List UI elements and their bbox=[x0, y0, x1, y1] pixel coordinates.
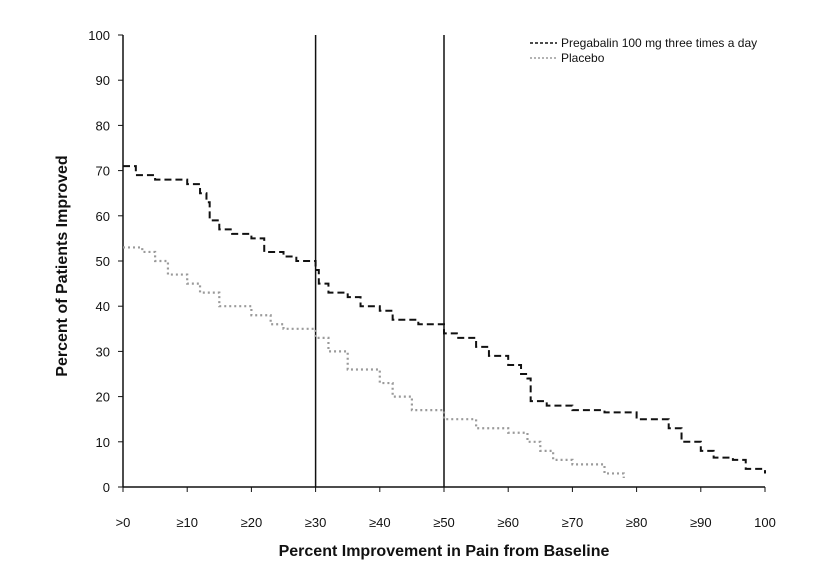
x-tick-label: 100 bbox=[754, 515, 776, 530]
y-tick-label: 90 bbox=[96, 73, 110, 88]
x-ticks: >0 ≥10 ≥20 ≥30 ≥40 ≥50 ≥60 ≥70 ≥80 ≥90 100 bbox=[116, 487, 776, 530]
y-tick-label: 80 bbox=[96, 118, 110, 133]
series-line-pregabalin bbox=[123, 165, 766, 474]
y-tick-label: 50 bbox=[96, 254, 110, 269]
series-line-placebo bbox=[123, 246, 625, 478]
x-tick-label: ≥10 bbox=[176, 515, 198, 530]
x-tick-label: ≥90 bbox=[690, 515, 712, 530]
y-tick-label: 60 bbox=[96, 209, 110, 224]
y-tick-label: 20 bbox=[96, 390, 110, 405]
x-tick-label: >0 bbox=[116, 515, 131, 530]
x-tick-label: ≥50 bbox=[433, 515, 455, 530]
x-tick-label: ≥70 bbox=[562, 515, 584, 530]
x-tick-label: ≥40 bbox=[369, 515, 391, 530]
x-axis-label: Percent Improvement in Pain from Baselin… bbox=[279, 543, 610, 560]
legend-label-placebo: Placebo bbox=[561, 51, 605, 65]
y-tick-label: 100 bbox=[88, 28, 110, 43]
y-tick-label: 40 bbox=[96, 299, 110, 314]
y-tick-label: 10 bbox=[96, 435, 110, 450]
x-tick-label: ≥80 bbox=[626, 515, 648, 530]
y-tick-label: 30 bbox=[96, 344, 110, 359]
y-axis-label: Percent of Patients Improved bbox=[54, 155, 71, 376]
series-lines bbox=[123, 165, 766, 478]
x-tick-label: ≥60 bbox=[497, 515, 519, 530]
y-tick-label: 0 bbox=[103, 480, 110, 495]
x-tick-label: ≥20 bbox=[241, 515, 263, 530]
legend-label-pregabalin: Pregabalin 100 mg three times a day bbox=[561, 36, 757, 50]
reference-lines bbox=[314, 35, 445, 487]
legend: Pregabalin 100 mg three times a day Plac… bbox=[530, 36, 757, 65]
y-tick-label: 70 bbox=[96, 164, 110, 179]
x-tick-label: ≥30 bbox=[305, 515, 327, 530]
y-ticks: 0 10 20 30 40 50 60 70 80 90 100 bbox=[88, 28, 123, 495]
